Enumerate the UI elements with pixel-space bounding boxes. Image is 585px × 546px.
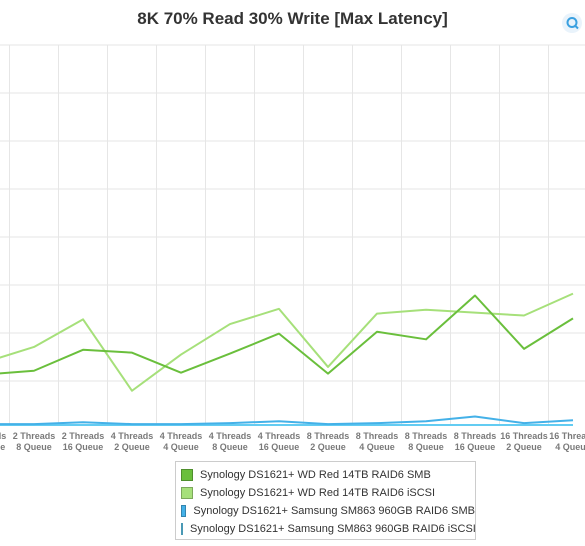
x-tick-label: 4 Threads 16 Queue [258, 431, 301, 452]
legend-label: Synology DS1621+ WD Red 14TB RAID6 SMB [200, 469, 431, 481]
series-line [0, 292, 574, 392]
legend-swatch [181, 523, 183, 535]
x-tick-label: 8 Threads 8 Queue [405, 431, 448, 452]
legend-item-wd-red-smb[interactable]: Synology DS1621+ WD Red 14TB RAID6 SMB [181, 466, 475, 484]
x-tick-label: 4 Threads 2 Queue [111, 431, 154, 452]
series-lines [0, 292, 574, 427]
legend-swatch [181, 469, 193, 481]
x-tick-label: 4 Threads 4 Queue [160, 431, 203, 452]
search-icon [566, 17, 579, 30]
legend-label: Synology DS1621+ WD Red 14TB RAID6 iSCSI [200, 487, 436, 499]
series-line [0, 415, 574, 426]
legend-label: Synology DS1621+ Samsung SM863 960GB RAI… [193, 505, 475, 517]
series-line [0, 294, 574, 375]
legend-swatch [181, 487, 193, 499]
x-tick-label: 8 Threads 4 Queue [356, 431, 399, 452]
chart-menu-button[interactable] [562, 13, 582, 33]
legend-swatch [181, 505, 187, 517]
x-tick-label: 4 Threads 8 Queue [209, 431, 252, 452]
x-tick-label: 8 Threads 2 Queue [307, 431, 350, 452]
legend-item-wd-red-iscsi[interactable]: Synology DS1621+ WD Red 14TB RAID6 iSCSI [181, 484, 475, 502]
x-tick-label: 2 Threads 8 Queue [13, 431, 56, 452]
x-tick-label: 8 Threads 16 Queue [454, 431, 497, 452]
legend: Synology DS1621+ WD Red 14TB RAID6 SMB S… [175, 461, 476, 540]
legend-item-samsung-smb[interactable]: Synology DS1621+ Samsung SM863 960GB RAI… [181, 502, 475, 520]
legend-label: Synology DS1621+ Samsung SM863 960GB RAI… [190, 523, 476, 535]
grid-lines [0, 44, 585, 426]
legend-item-samsung-iscsi[interactable]: Synology DS1621+ Samsung SM863 960GB RAI… [181, 520, 476, 538]
x-tick-label: 16 Threads 2 Queue [500, 431, 548, 452]
chart-title: 8K 70% Read 30% Write [Max Latency] [137, 9, 448, 28]
x-tick-label: 2 Threads 16 Queue [62, 431, 105, 452]
